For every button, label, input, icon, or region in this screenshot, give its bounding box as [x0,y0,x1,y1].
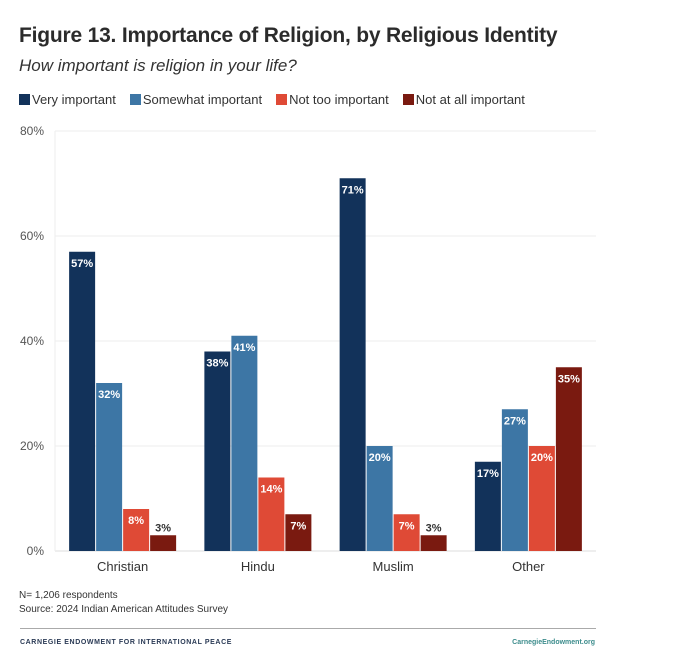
bar [258,477,285,551]
x-category-label: Hindu [241,559,275,574]
bar [393,514,420,551]
x-category-label: Christian [97,559,148,574]
y-tick-label: 0% [27,544,45,558]
x-category-label: Muslim [373,559,414,574]
legend-swatch [276,94,288,105]
bar-data-label: 7% [290,520,306,532]
legend-item-very-important: Very important [19,92,116,107]
bar [528,446,555,551]
bar [501,409,528,551]
legend-label: Not at all important [415,92,525,107]
bar [150,535,177,551]
bar [555,367,582,551]
bar [366,446,393,551]
bar-data-label: 14% [260,484,282,496]
bar-data-label: 71% [342,184,364,196]
bar [69,251,96,551]
bar [474,461,501,551]
chart-subtitle: How important is religion in your life? [19,56,297,75]
bar-chart: 0% 20% 40% 60% 80% 57% 32% 8% 3% Christian 38% 41% 1… [20,124,596,574]
legend: Very important Somewhat important Not to… [19,92,525,107]
bar-data-label: 8% [128,515,144,527]
legend-item-not-too-important: Not too important [276,92,389,107]
legend-swatch [402,94,414,105]
y-tick-label: 60% [20,229,44,243]
source-note: Source: 2024 Indian American Attitudes S… [19,604,229,615]
bar [339,178,366,551]
bar [231,335,258,551]
chart-title: Figure 13. Importance of Religion, by Re… [19,24,558,47]
bar-data-label: 32% [98,389,120,401]
legend-label: Somewhat important [142,92,263,107]
bar-data-label: 35% [558,373,580,385]
site-link[interactable]: CarnegieEndowment.org [512,639,595,646]
bar-data-label: 57% [71,258,93,270]
legend-item-somewhat-important: Somewhat important [129,92,263,107]
legend-swatch [19,94,30,105]
footer-divider [20,628,596,629]
bar-data-label: 38% [206,358,228,370]
sample-size-note: N= 1,206 respondents [19,590,118,601]
y-tick-label: 40% [20,334,44,348]
bar-data-label: 20% [531,452,553,464]
x-category-label: Other [512,559,545,574]
bar-data-label: 17% [477,468,499,480]
bar-data-label: 41% [233,342,255,354]
bar [285,514,312,551]
legend-swatch [129,94,141,105]
y-tick-label: 20% [20,439,44,453]
bar-data-label: 3% [426,522,442,534]
legend-item-not-at-all-important: Not at all important [402,92,525,107]
bar-data-label: 20% [369,452,391,464]
bar [420,535,447,551]
legend-label: Not too important [289,92,389,107]
y-tick-label: 80% [20,124,44,138]
bar-data-label: 27% [504,415,526,427]
bar-data-label: 7% [399,520,415,532]
legend-label: Very important [32,92,116,107]
bar-data-label: 3% [155,522,171,534]
brand-name: CARNEGIE ENDOWMENT FOR INTERNATIONAL PEA… [20,639,232,646]
bar [96,383,123,551]
bar [204,351,231,551]
bar [123,509,150,551]
